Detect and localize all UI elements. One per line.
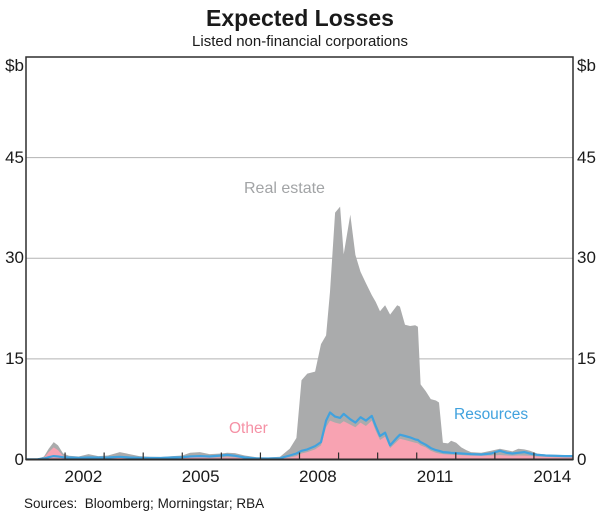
y-tick-label-left-30: 30 [5, 248, 24, 268]
x-tick-label-2014: 2014 [533, 467, 572, 486]
y-tick-label-left-0: 0 [14, 449, 24, 469]
x-tick-label-2002: 2002 [64, 467, 103, 486]
series-label-other: Other [229, 420, 268, 437]
y-tick-label-right-15: 15 [577, 348, 596, 368]
series-label-resources: Resources [454, 406, 529, 423]
x-tick-label-2011: 2011 [416, 467, 454, 486]
series-label-real-estate: Real estate [244, 180, 325, 197]
resources-line [26, 411, 573, 460]
y-tick-label-left-15: 15 [5, 348, 24, 368]
other-area [26, 420, 573, 460]
real-estate-area [26, 206, 573, 460]
y-unit-label-left: $b [5, 56, 24, 75]
x-tick-label-2005: 2005 [181, 467, 220, 486]
x-tick-label-2008: 2008 [298, 467, 337, 486]
y-tick-label-right-30: 30 [577, 248, 596, 268]
sources-note: Sources: Bloomberg; Morningstar; RBA [24, 496, 265, 511]
y-tick-label-right-45: 45 [577, 147, 596, 167]
y-tick-label-left-45: 45 [5, 147, 24, 167]
y-unit-label-right: $b [577, 56, 596, 75]
chart-subtitle: Listed non-financial corporations [192, 33, 408, 50]
chart-title: Expected Losses [206, 5, 394, 31]
y-tick-label-right-0: 0 [577, 449, 587, 469]
